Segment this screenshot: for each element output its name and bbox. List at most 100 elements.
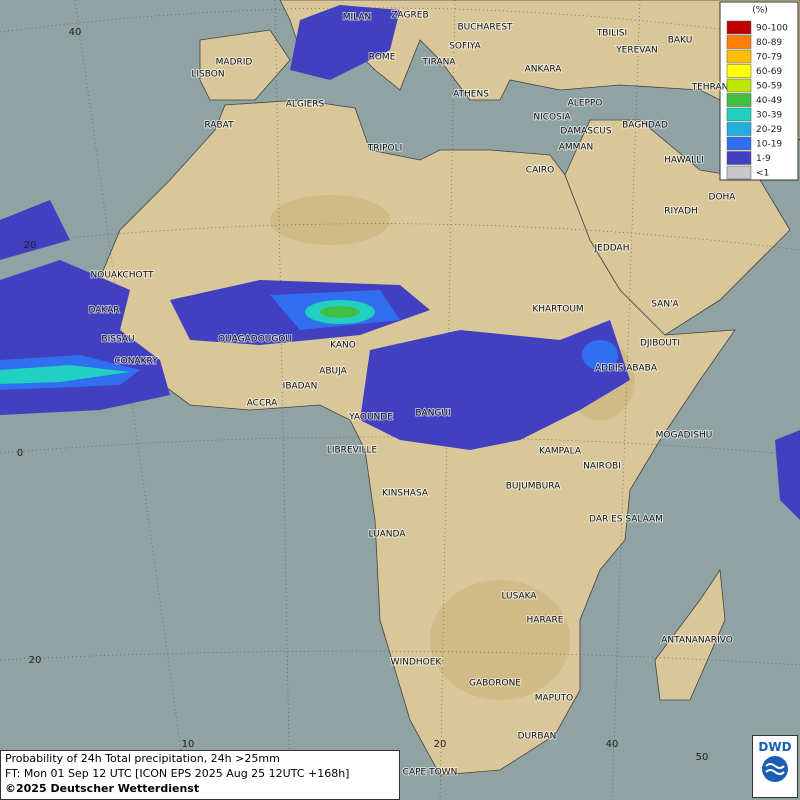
city-label: ANKARA [525, 65, 563, 75]
city-label: AMMAN [559, 143, 594, 153]
legend-swatch [726, 122, 752, 136]
city-label: WINDHOEK [391, 658, 443, 668]
logo-text: DWD [758, 740, 792, 754]
legend-swatch [726, 49, 752, 64]
city-label: KHARTOUM [532, 305, 583, 315]
city-label: NICOSIA [533, 113, 571, 123]
city-label: MAPUTO [535, 694, 574, 704]
legend-label: 50-59 [756, 82, 782, 92]
city-label: DURBAN [518, 732, 557, 742]
lat-label: 20 [29, 655, 42, 666]
lat-label: 40 [69, 27, 82, 38]
legend-swatch [726, 93, 752, 107]
logo-circle [762, 756, 788, 782]
city-label: BUJUMBURA [506, 482, 561, 492]
legend-label: 60-69 [756, 67, 782, 77]
precip-area [0, 365, 130, 384]
city-label: ZAGREB [391, 11, 428, 21]
city-label: NOUAKCHOTT [91, 271, 154, 281]
footer-line: Probability of 24h Total precipitation, … [5, 752, 280, 765]
city-label: YAOUNDE [348, 413, 393, 423]
lon-label: 40 [606, 739, 619, 750]
city-label: LUSAKA [501, 592, 537, 602]
city-label: KANO [330, 341, 356, 351]
city-label: OUAGADOUGOU [218, 335, 292, 345]
legend-title: (%) [752, 6, 768, 16]
copyright: ©2025 Deutscher Wetterdienst [5, 782, 200, 795]
city-label: CAIRO [526, 166, 554, 176]
legend-label: 1-9 [756, 154, 771, 164]
city-label: RABAT [204, 121, 234, 131]
city-label: DAR ES SALAAM [589, 515, 663, 525]
lon-label: 50 [696, 752, 709, 763]
city-label: BAGHDAD [622, 121, 668, 131]
city-label: TIRANA [421, 58, 456, 68]
logo: DWD [752, 735, 798, 798]
precip-area [360, 320, 630, 450]
city-label: CONAKRY [114, 357, 158, 367]
precip-area [320, 306, 360, 318]
legend-label: 20-29 [756, 125, 782, 135]
labels: MILAN ZAGREB BUCHAREST TBILISI BAKU MADRID ROM… [17, 6, 788, 779]
city-label: ACCRA [247, 399, 278, 409]
city-label: NAIROBI [583, 462, 621, 472]
city-label: LUANDA [369, 530, 407, 540]
legend-swatch [726, 78, 752, 93]
city-label: BAKU [668, 36, 693, 46]
legend-label: 30-39 [756, 111, 782, 121]
lat-line [0, 223, 800, 251]
precip-area [582, 340, 618, 370]
city-label: CAPE TOWN [403, 768, 458, 778]
arabia [564, 119, 791, 336]
legend-label: 70-79 [756, 53, 782, 63]
city-label: HAWALLI [664, 156, 704, 166]
logo-icon [762, 756, 788, 782]
legend-label: 40-49 [756, 96, 782, 106]
city-label: SOFIYA [449, 42, 481, 52]
relief [430, 580, 570, 700]
city-label: LIBREVILLE [327, 446, 378, 456]
city-label: MILAN [343, 13, 372, 23]
city-label: ANTANANARIVO [661, 636, 733, 646]
city-label: TRIPOLI [367, 144, 403, 154]
city-label: JEDDAH [594, 244, 630, 254]
lon-line [274, 0, 291, 800]
city-label: ADDIS ABABA [595, 364, 658, 374]
city-label: BANGUI [415, 409, 450, 419]
lon-label: 20 [434, 739, 447, 750]
precip-area [0, 200, 70, 260]
city-label: ATHENS [453, 90, 489, 100]
city-label: ALGIERS [286, 100, 325, 110]
legend-label: 90-100 [756, 24, 788, 34]
city-label: TEHRAN [691, 83, 729, 93]
lat-line [0, 650, 800, 666]
city-label: LISBON [191, 70, 224, 80]
city-label: DAMASCUS [560, 127, 611, 137]
city-label: RIYADH [664, 207, 698, 217]
lon-line [611, 0, 641, 800]
city-label: MADRID [216, 58, 253, 68]
precip-area [290, 5, 400, 80]
legend-swatch [726, 136, 752, 151]
city-label: HARARE [527, 616, 564, 626]
city-label: BISSAU [101, 335, 134, 345]
city-label: MOGADISHU [656, 431, 713, 441]
city-label: TBILISI [596, 29, 627, 39]
legend-swatch [726, 20, 752, 35]
iberia [199, 29, 291, 101]
city-label: YEREVAN [615, 46, 658, 56]
madagascar [654, 568, 726, 701]
legend-swatch [726, 151, 752, 165]
legend-swatch [726, 64, 752, 78]
legend-swatch [726, 35, 752, 49]
city-label: ALEPPO [568, 99, 603, 109]
city-label: BUCHAREST [457, 23, 513, 33]
city-label: DOHA [709, 193, 737, 203]
legend-label: 10-19 [756, 140, 782, 150]
city-label: ABUJA [319, 367, 347, 377]
relief [270, 195, 390, 245]
footer: Probability of 24h Total precipitation, … [0, 750, 400, 800]
city-label: SAN'A [651, 300, 679, 310]
